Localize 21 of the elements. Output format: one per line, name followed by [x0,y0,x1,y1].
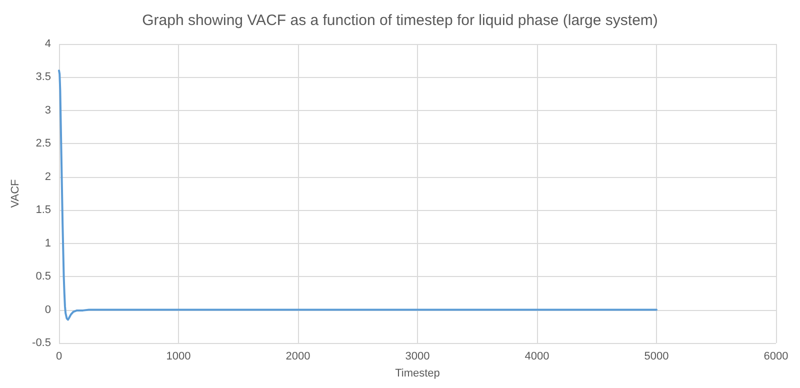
chart-title: Graph showing VACF as a function of timestep for liquid phase (large system) [142,12,658,29]
y-tick-label: 3.5 [36,71,51,84]
x-axis-title: Timestep [395,368,440,380]
y-tick-label: 1 [44,237,51,250]
y-tick-label: 0.5 [36,270,51,283]
x-tick-label: 0 [56,350,62,362]
y-tick-label: 4 [44,38,51,50]
y-tick-label: -0.5 [32,337,51,349]
y-tick-label: 0 [44,304,51,316]
x-tick-label: 3000 [405,350,430,362]
y-tick-label: 2 [44,170,51,183]
x-tick-label: 4000 [524,350,550,362]
x-tick-label: 5000 [644,350,669,362]
y-tick-label: 3 [44,104,51,116]
line-series [58,70,658,321]
x-tick-label: 2000 [286,350,310,362]
y-axis-title: VACF [10,178,22,208]
y-tick-label: 1.5 [36,204,51,216]
x-tick-label: 1000 [166,350,191,362]
x-tick-label: 6000 [764,350,788,362]
y-tick-label: 2.5 [36,138,51,150]
